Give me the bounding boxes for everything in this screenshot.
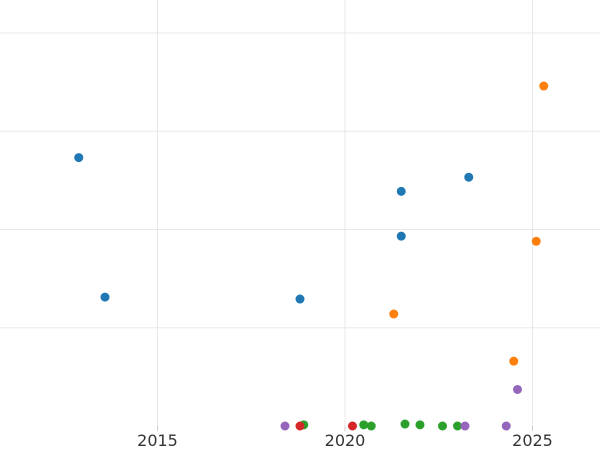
data-point-s0-p1 <box>100 292 110 302</box>
data-point-s2-p6 <box>453 421 462 431</box>
data-point-s2-p1 <box>359 420 369 430</box>
x-tick-label-2: 2025 <box>512 431 553 450</box>
data-point-s1-p3 <box>539 81 549 91</box>
data-point-s1-p1 <box>509 356 519 366</box>
data-point-s4-p3 <box>513 384 522 394</box>
x-tick-label-0: 2015 <box>137 431 178 450</box>
data-point-s1-p2 <box>531 236 541 246</box>
x-axis-ticks: 2015 2020 2025 <box>137 426 553 450</box>
data-point-s1-p0 <box>389 309 399 319</box>
data-point-s0-p5 <box>464 172 474 182</box>
data-point-s4-p2 <box>501 421 511 431</box>
x-tick-label-1: 2020 <box>325 431 366 450</box>
data-point-s3-p1 <box>348 421 357 431</box>
data-point-s0-p0 <box>74 153 84 163</box>
data-point-s2-p4 <box>415 420 425 430</box>
data-points <box>74 81 549 431</box>
grid-layer <box>0 0 600 426</box>
data-point-s2-p2 <box>366 421 376 431</box>
data-point-s2-p5 <box>438 421 447 431</box>
data-point-s4-p0 <box>280 421 290 431</box>
data-point-s0-p2 <box>295 294 305 304</box>
data-point-s0-p4 <box>396 186 406 196</box>
data-point-s4-p1 <box>460 421 470 431</box>
data-point-s3-p0 <box>295 421 305 431</box>
data-point-s2-p3 <box>400 419 410 429</box>
data-point-s0-p3 <box>396 231 406 241</box>
